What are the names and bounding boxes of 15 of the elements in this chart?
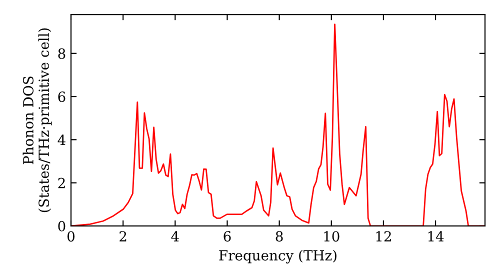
y-axis-title: Phonon DOS (States/THz·primitive cell) — [22, 28, 52, 212]
x-tick-label: 12 — [376, 231, 391, 242]
x-tick-label: 2 — [120, 231, 126, 242]
y-tick-label: 6 — [58, 92, 66, 102]
x-axis-title: Frequency (THz) — [219, 250, 336, 264]
y-tick-label: 4 — [58, 134, 66, 145]
y-tick-label: 0 — [58, 220, 66, 232]
x-tick-label: 10 — [324, 231, 340, 242]
x-tick-label: 4 — [171, 231, 179, 242]
x-tick-label: 6 — [224, 231, 231, 242]
x-tick-label: 0 — [67, 231, 74, 242]
y-tick-label: 8 — [58, 48, 66, 59]
y-tick-label: 2 — [58, 178, 65, 188]
x-tick-label: 8 — [276, 231, 283, 242]
x-tick-label: 14 — [428, 231, 444, 242]
